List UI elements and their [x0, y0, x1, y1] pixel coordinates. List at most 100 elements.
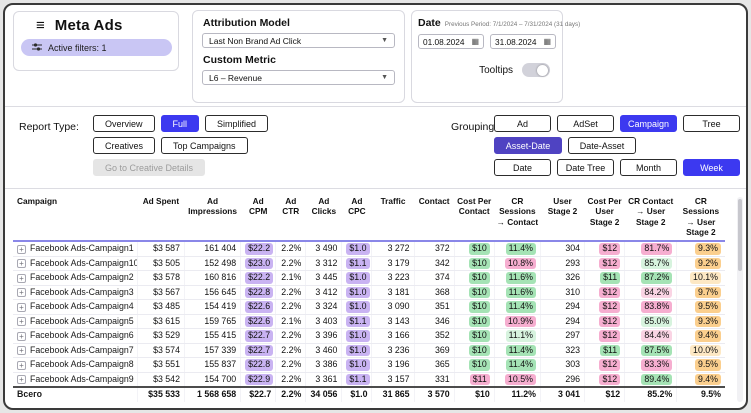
- report-type-creatives-button[interactable]: Creatives: [93, 137, 155, 154]
- cell-value: $1.0: [346, 345, 369, 357]
- grouping-week-button[interactable]: Week: [683, 159, 740, 176]
- cell-value: $1.1: [346, 374, 369, 386]
- custom-metric-select[interactable]: L6 – Revenue ▼: [202, 70, 395, 85]
- grouping-asset-date-button[interactable]: Asset-Date: [494, 137, 562, 154]
- table-body: +Facebook Ads-Campaign1$3 587161 404$22.…: [13, 241, 725, 402]
- attribution-model-value: Last Non Brand Ad Click: [209, 36, 301, 46]
- report-type-top-campaigns-button[interactable]: Top Campaigns: [161, 137, 248, 154]
- grouping-date-asset-button[interactable]: Date-Asset: [568, 137, 636, 154]
- cell-value: $12: [599, 330, 620, 342]
- cell-value: 3 570: [428, 389, 450, 399]
- start-date-value: 01.08.2024: [423, 37, 465, 47]
- cell-value: 3 445: [315, 272, 337, 282]
- cell-value: 9.5%: [695, 301, 721, 313]
- cell-value: $22.7: [245, 330, 273, 342]
- cell-value: $12: [599, 374, 620, 386]
- cell-value: 85.2%: [647, 389, 672, 399]
- campaign-name: Facebook Ads-Campaign4: [30, 301, 134, 311]
- report-type-full-button[interactable]: Full: [161, 115, 200, 132]
- cell-value: $22.7: [245, 345, 273, 357]
- cell-value: $1.0: [346, 301, 369, 313]
- tooltips-toggle[interactable]: [522, 63, 550, 77]
- cell-value: 3 236: [388, 345, 410, 355]
- cell-value: $23.0: [245, 258, 273, 270]
- expand-row-icon[interactable]: +: [17, 274, 26, 283]
- attribution-model-select[interactable]: Last Non Brand Ad Click ▼: [202, 33, 395, 48]
- total-row: Всего$35 5331 568 658$22.72.2%34 056$1.0…: [13, 387, 725, 402]
- topbar: ≡ Meta Ads Active filters: 1 Attribution…: [5, 5, 746, 107]
- grouping-month-button[interactable]: Month: [620, 159, 677, 176]
- start-date-input[interactable]: 01.08.2024 ▦: [418, 34, 484, 49]
- campaign-table: CampaignAd SpentAd ImpressionsAd CPMAd C…: [13, 193, 725, 402]
- expand-row-icon[interactable]: +: [17, 361, 26, 370]
- custom-metric-label: Custom Metric: [203, 54, 395, 66]
- cell-value: $35 533: [148, 389, 180, 399]
- expand-row-icon[interactable]: +: [17, 317, 26, 326]
- grouping-date-button[interactable]: Date: [494, 159, 551, 176]
- expand-row-icon[interactable]: +: [17, 375, 26, 384]
- cell-value: $12: [599, 301, 620, 313]
- cell-value: 89.4%: [641, 374, 672, 386]
- grouping-ad-button[interactable]: Ad: [494, 115, 551, 132]
- cell-value: 1 568 658: [197, 389, 236, 399]
- grouping-campaign-button[interactable]: Campaign: [620, 115, 677, 132]
- total-label: Всего: [17, 389, 42, 399]
- cell-value: $3 615: [153, 316, 180, 326]
- date-panel: Date Previous Period: 7/1/2024 – 7/31/20…: [411, 10, 563, 103]
- campaign-name: Facebook Ads-Campaign2: [30, 272, 134, 282]
- report-type-overview-button[interactable]: Overview: [93, 115, 155, 132]
- cell-value: $10: [469, 272, 490, 284]
- cell-value: $1.0: [346, 272, 369, 284]
- expand-row-icon[interactable]: +: [17, 245, 26, 254]
- cell-value: 84.4%: [641, 330, 672, 342]
- grouping-date-tree-button[interactable]: Date Tree: [557, 159, 614, 176]
- cell-value: 294: [565, 316, 580, 326]
- cell-value: $1.0: [346, 287, 369, 299]
- cell-value: $3 542: [153, 374, 180, 384]
- expand-row-icon[interactable]: +: [17, 346, 26, 355]
- column-header: Traffic: [372, 193, 414, 241]
- cell-value: $22.2: [245, 243, 273, 255]
- grouping-buttons: Ad AdSet Campaign Tree Asset-Date Date-Asset…: [494, 115, 740, 176]
- table-area: CampaignAd SpentAd ImpressionsAd CPMAd C…: [5, 189, 746, 402]
- expand-row-icon[interactable]: +: [17, 259, 26, 268]
- table-row: +Facebook Ads-Campaign4$3 485154 419$22.…: [13, 300, 725, 315]
- report-type-go-to-creative-details-button[interactable]: Go to Creative Details: [93, 159, 205, 176]
- column-header: Ad Impressions: [184, 193, 240, 241]
- report-type-simplified-button[interactable]: Simplified: [205, 115, 268, 132]
- menu-icon[interactable]: ≡: [36, 18, 45, 33]
- grouping-tree-button[interactable]: Tree: [683, 115, 740, 132]
- cell-value: $1.0: [346, 243, 369, 255]
- table-row: +Facebook Ads-Campaign8$3 551155 837$22.…: [13, 358, 725, 373]
- cell-value: 3 412: [315, 287, 337, 297]
- table-scrollbar[interactable]: [737, 197, 743, 402]
- expand-row-icon[interactable]: +: [17, 288, 26, 297]
- expand-row-icon[interactable]: +: [17, 303, 26, 312]
- cell-value: 85.0%: [641, 316, 672, 328]
- active-filters-badge[interactable]: Active filters: 1: [21, 39, 172, 56]
- cell-value: 352: [435, 330, 450, 340]
- column-header: Ad Clicks: [306, 193, 342, 241]
- cell-value: 368: [435, 287, 450, 297]
- campaign-name: Facebook Ads-Campaign5: [30, 316, 134, 326]
- cell-value: 3 041: [558, 389, 580, 399]
- cell-value: 303: [565, 359, 580, 369]
- cell-value: 351: [435, 301, 450, 311]
- cell-value: $12: [599, 258, 620, 270]
- cell-value: 3 490: [315, 243, 337, 253]
- cell-value: $10: [475, 389, 490, 399]
- column-header: Campaign: [13, 193, 137, 241]
- grouping-adset-button[interactable]: AdSet: [557, 115, 614, 132]
- end-date-input[interactable]: 31.08.2024 ▦: [490, 34, 556, 49]
- expand-row-icon[interactable]: +: [17, 332, 26, 341]
- previous-period-label: Previous Period: 7/1/2024 – 7/31/2024 (3…: [445, 21, 580, 28]
- cell-value: 10.9%: [505, 316, 536, 328]
- cell-value: 2.2%: [281, 374, 301, 384]
- cell-value: 11.4%: [506, 345, 536, 357]
- cell-value: $11: [600, 272, 620, 284]
- cell-value: $22.8: [245, 359, 273, 371]
- scrollbar-thumb[interactable]: [738, 199, 742, 271]
- table-row: +Facebook Ads-Campaign3$3 567156 645$22.…: [13, 285, 725, 300]
- cell-value: 2.2%: [281, 287, 301, 297]
- cell-value: 155 415: [204, 330, 236, 340]
